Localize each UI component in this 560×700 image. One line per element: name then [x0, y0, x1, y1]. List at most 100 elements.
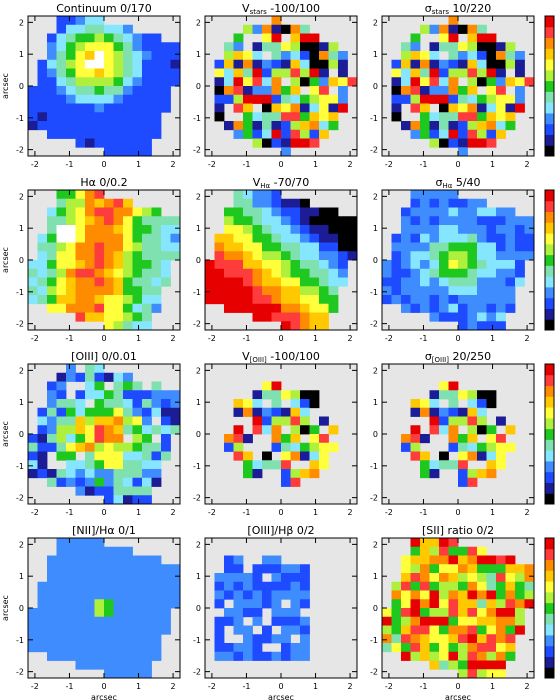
map-pixel [429, 581, 440, 591]
map-pixel [151, 77, 162, 87]
map-pixel [467, 51, 478, 61]
map-pixel [123, 86, 133, 96]
map-pixel [271, 112, 282, 122]
map-pixel [66, 451, 76, 461]
map-pixel [66, 77, 76, 87]
map-pixel [505, 51, 516, 61]
map-pixel [224, 86, 234, 96]
map-pixel [28, 616, 38, 626]
map-pixel [281, 147, 291, 157]
map-pixel [85, 277, 95, 287]
map-pixel [151, 233, 162, 243]
map-pixel [505, 599, 516, 609]
map-pixel [328, 268, 339, 278]
map-pixel [113, 207, 124, 217]
map-pixel [300, 469, 310, 479]
map-pixel [338, 86, 348, 96]
map-pixel [458, 295, 468, 305]
map-pixel [224, 207, 234, 217]
map-pixel [391, 68, 402, 78]
map-pixel [113, 660, 124, 670]
map-pixel [66, 207, 76, 217]
map-pixel [410, 207, 421, 217]
map-pixel [37, 608, 48, 618]
map-pixel [104, 33, 114, 43]
map-pixel [467, 643, 478, 653]
x-tick-label: 1 [136, 160, 141, 169]
map-pixel [233, 599, 244, 609]
map-pixel [420, 77, 430, 87]
map-pixel [290, 390, 301, 400]
map-pixel [214, 573, 225, 583]
map-pixel [151, 573, 162, 583]
map-pixel [319, 42, 329, 52]
map-pixel [486, 295, 497, 305]
map-pixel [37, 599, 48, 609]
map-pixel [56, 190, 67, 200]
map-pixel [132, 381, 143, 391]
map-pixel [85, 442, 95, 452]
map-pixel [271, 590, 282, 600]
x-tick-label: -1 [419, 508, 427, 517]
map-pixel [467, 469, 478, 479]
map-pixel [505, 564, 516, 574]
map-pixel [458, 625, 468, 635]
colorbar-segment [545, 581, 554, 593]
map-pixel [420, 643, 430, 653]
map-pixel [448, 33, 459, 43]
map-pixel [123, 451, 133, 461]
map-pixel [524, 77, 535, 87]
map-pixel [429, 555, 440, 565]
colorbar-segment [545, 59, 554, 71]
map-pixel [439, 138, 449, 148]
map-pixel [271, 198, 282, 208]
map-pixel [271, 390, 282, 400]
map-pixel [85, 59, 95, 69]
map-pixel [233, 434, 244, 444]
map-pixel [75, 608, 86, 618]
y-tick-label: 1 [373, 50, 378, 59]
map-pixel [300, 138, 310, 148]
map-pixel [94, 121, 105, 131]
panel-title-main: [OIII] [71, 350, 98, 363]
map-pixel [271, 77, 282, 87]
map-pixel [94, 225, 105, 235]
map-pixel [486, 469, 497, 479]
map-pixel [123, 33, 133, 43]
map-pixel [161, 608, 171, 618]
map-pixel [85, 129, 95, 139]
map-pixel [142, 477, 152, 487]
map-pixel [467, 564, 478, 574]
y-tick-label: 1 [19, 50, 24, 59]
map-pixel [113, 416, 124, 426]
map-pixel [271, 460, 282, 470]
map-pixel [94, 103, 105, 113]
map-pixel [338, 59, 348, 69]
map-pixel [401, 68, 411, 78]
map-pixel [401, 233, 411, 243]
map-pixel [328, 425, 339, 435]
map-pixel [505, 295, 516, 305]
map-pixel [113, 555, 124, 565]
map-pixel [319, 251, 329, 261]
map-pixel [477, 442, 487, 452]
map-pixel [271, 295, 282, 305]
map-pixel [252, 651, 263, 661]
map-pixel [486, 59, 497, 69]
colorbar-segment [545, 265, 554, 277]
map-pixel [252, 407, 263, 417]
map-pixel [477, 216, 487, 226]
map-pixel [47, 51, 57, 61]
map-pixel [477, 407, 487, 417]
map-pixel [75, 42, 86, 52]
map-pixel [75, 103, 86, 113]
map-pixel [252, 86, 263, 96]
map-pixel [75, 33, 86, 43]
x-tick-label: -1 [242, 334, 250, 343]
map-pixel [233, 651, 244, 661]
map-pixel [496, 112, 506, 122]
map-pixel [56, 625, 67, 635]
map-pixel [75, 68, 86, 78]
map-pixel [281, 625, 291, 635]
map-pixel [391, 277, 402, 287]
